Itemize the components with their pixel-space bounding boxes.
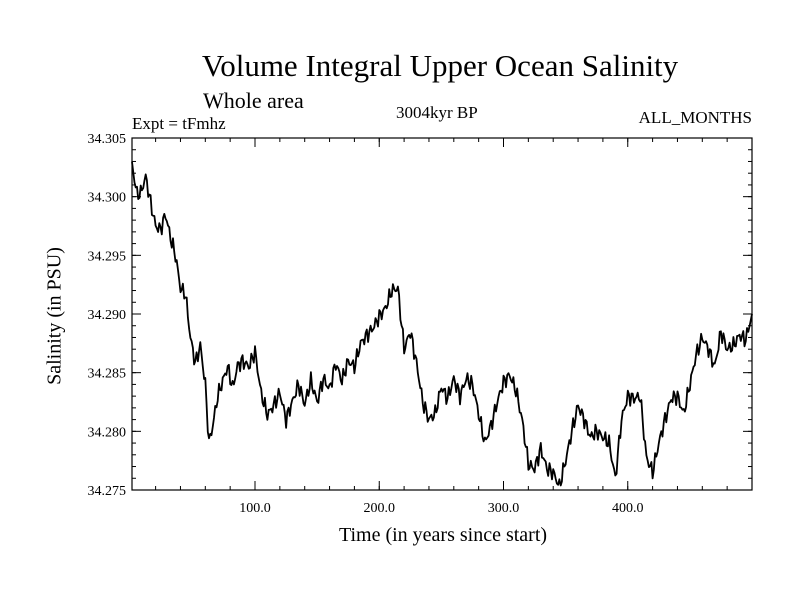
y-tick-label: 34.285	[88, 367, 127, 382]
chart-title: Volume Integral Upper Ocean Salinity	[201, 48, 679, 83]
y-tick-label: 34.275	[88, 484, 127, 499]
x-tick-label: 200.0	[364, 501, 396, 516]
x-tick-label: 400.0	[612, 501, 644, 516]
chart-subtitle: Whole area	[203, 88, 304, 113]
x-axis-label: Time (in years since start)	[338, 524, 548, 546]
y-tick-label: 34.295	[88, 249, 127, 264]
y-tick-label: 34.290	[88, 308, 127, 323]
y-tick-label: 34.305	[88, 132, 127, 147]
salinity-line	[131, 161, 753, 487]
x-tick-label: 300.0	[488, 501, 520, 516]
x-tick-label: 100.0	[239, 501, 271, 516]
tick-group: 34.275 34.280 34.285 34.290 34.295 34.300 34.3…	[88, 132, 752, 516]
months-label: ALL_MONTHS	[638, 108, 752, 127]
y-tick-label: 34.280	[88, 425, 127, 440]
y-tick-label: 34.300	[88, 191, 127, 206]
period-label: 3004kyr BP	[396, 103, 478, 122]
experiment-label: Expt = tFmhz	[132, 114, 226, 133]
